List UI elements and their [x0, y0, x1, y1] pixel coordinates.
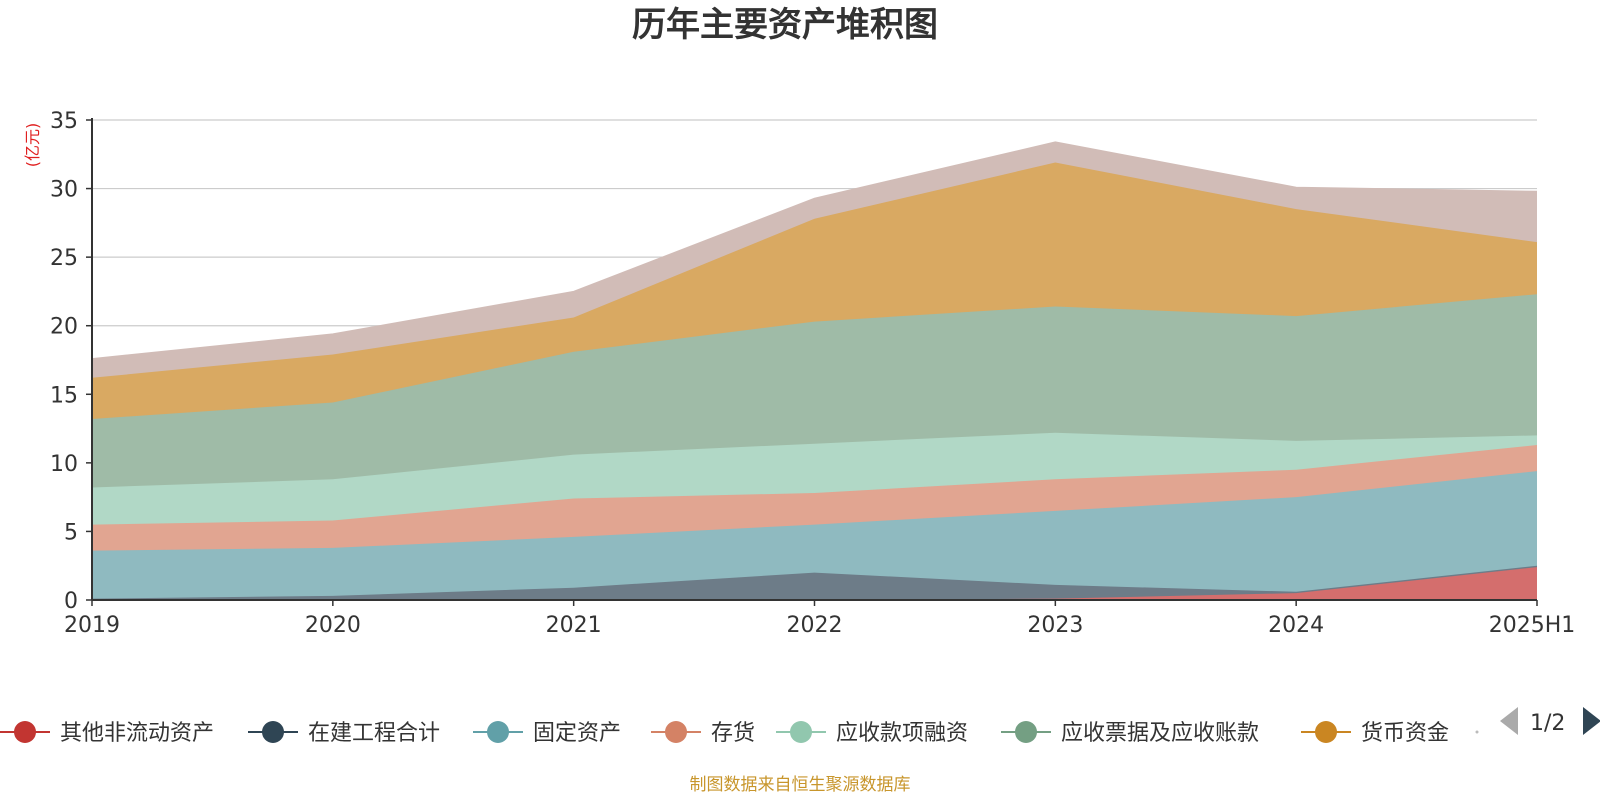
- y-tick-label: 10: [50, 452, 78, 477]
- area-series-7: [92, 141, 1537, 378]
- legend-prev-arrow-icon[interactable]: [1500, 707, 1518, 735]
- legend-item[interactable]: 应收款项融资: [776, 721, 968, 746]
- legend-label: 存货: [711, 721, 755, 746]
- x-tick-label: 2023: [1027, 613, 1083, 638]
- legend-label: 固定资产: [533, 721, 621, 746]
- x-tick-label: 2025H1: [1489, 613, 1576, 638]
- legend-item[interactable]: 存货: [651, 721, 755, 746]
- legend-item[interactable]: 固定资产: [473, 721, 621, 746]
- y-tick-label: 25: [50, 246, 78, 271]
- area-series-0: [92, 567, 1537, 600]
- legend-circle-marker: [14, 721, 36, 743]
- legend-circle-marker: [665, 721, 687, 743]
- area-series-2: [92, 471, 1537, 599]
- legend-circle-marker: [1315, 721, 1337, 743]
- area-series-6: [92, 162, 1537, 419]
- legend-circle-marker: [1015, 721, 1037, 743]
- legend-circle-marker: [487, 721, 509, 743]
- legend-page-indicator: 1/2: [1530, 711, 1565, 736]
- y-axis-unit-label: (亿元): [23, 123, 42, 168]
- x-tick-label: 2019: [64, 613, 120, 638]
- legend-pager: 1/2: [1500, 707, 1600, 736]
- y-tick-label: 35: [50, 109, 78, 134]
- y-tick-label: 5: [64, 520, 78, 545]
- area-line-series-7: [91, 141, 1538, 360]
- legend-circle-marker: [262, 721, 284, 743]
- legend-label: 货币资金: [1361, 721, 1449, 746]
- legend-item[interactable]: 其他非流动资产: [0, 721, 214, 746]
- legend-label: 应收票据及应收账款: [1061, 721, 1259, 746]
- legend-overflow-dot: [1475, 730, 1479, 734]
- legend-label: 应收款项融资: [836, 721, 968, 746]
- area-series-4: [92, 432, 1537, 525]
- x-tick-label: 2020: [305, 613, 361, 638]
- x-tick-label: 2022: [787, 613, 843, 638]
- legend-circle-marker: [790, 721, 812, 743]
- legend-label: 在建工程合计: [308, 721, 440, 746]
- y-axis-ticks: 0 5 10 15 20 25 30 35: [50, 109, 92, 614]
- x-tick-label: 2024: [1268, 613, 1324, 638]
- legend-item[interactable]: 货币资金: [1301, 721, 1449, 746]
- legend-item[interactable]: 应收票据及应收账款: [1001, 721, 1259, 746]
- area-series-group: [91, 141, 1538, 601]
- y-tick-label: 20: [50, 315, 78, 340]
- area-series-5: [92, 294, 1537, 488]
- data-source-note: 制图数据来自恒生聚源数据库: [690, 775, 911, 795]
- y-tick-label: 15: [50, 383, 78, 408]
- x-tick-label: 2021: [546, 613, 602, 638]
- area-series-1: [92, 565, 1537, 600]
- area-series-3: [92, 445, 1537, 551]
- legend-next-arrow-icon[interactable]: [1583, 707, 1600, 735]
- x-axis-ticks: 2019 2020 2021 2022 2023 2024 2025H1: [64, 600, 1575, 638]
- legend[interactable]: 其他非流动资产 在建工程合计 固定资产 存货 应收款项融资 应收票据及应收账款 货币资金: [0, 721, 1479, 746]
- chart-title: 历年主要资产堆积图: [632, 5, 938, 45]
- y-tick-label: 0: [64, 589, 78, 614]
- legend-label: 其他非流动资产: [60, 721, 214, 746]
- y-tick-label: 30: [50, 178, 78, 203]
- legend-item[interactable]: 在建工程合计: [248, 721, 440, 746]
